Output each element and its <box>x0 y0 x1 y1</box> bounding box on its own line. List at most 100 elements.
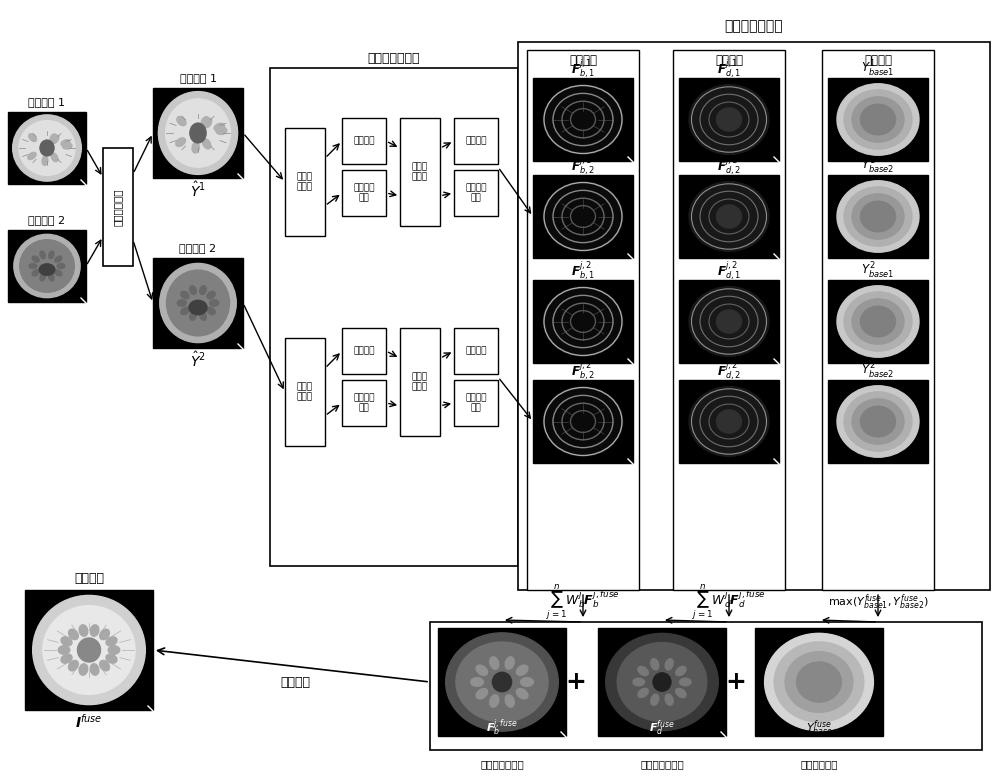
Ellipse shape <box>505 695 514 707</box>
Bar <box>270 68 518 566</box>
Text: 引导滤波: 引导滤波 <box>465 136 487 146</box>
Ellipse shape <box>20 239 74 292</box>
Ellipse shape <box>214 123 225 131</box>
Text: 引导双边
滤波: 引导双边 滤波 <box>465 183 487 203</box>
Ellipse shape <box>716 108 742 131</box>
Bar <box>533 280 633 363</box>
Ellipse shape <box>29 134 36 141</box>
Bar <box>518 42 990 590</box>
Ellipse shape <box>860 307 896 337</box>
Ellipse shape <box>100 629 109 640</box>
Ellipse shape <box>716 410 742 433</box>
Ellipse shape <box>189 300 207 314</box>
Bar <box>454 380 498 426</box>
Ellipse shape <box>516 665 528 675</box>
Ellipse shape <box>860 406 896 437</box>
Text: 基础融合图像: 基础融合图像 <box>800 759 838 769</box>
Ellipse shape <box>476 689 488 699</box>
Text: $Y_{base}^{fuse}$: $Y_{base}^{fuse}$ <box>806 718 832 738</box>
Text: $\sum_{j=1}^{n}W_b^j\boldsymbol{F}_b^{j,fuse}$: $\sum_{j=1}^{n}W_b^j\boldsymbol{F}_b^{j,… <box>546 582 620 622</box>
Ellipse shape <box>774 642 864 722</box>
Ellipse shape <box>160 264 236 342</box>
Text: 亮特征图: 亮特征图 <box>569 54 597 66</box>
Text: $\boldsymbol{F}_{d,2}^{j,1}$: $\boldsymbol{F}_{d,2}^{j,1}$ <box>717 154 741 177</box>
Ellipse shape <box>765 633 873 731</box>
Ellipse shape <box>689 286 769 356</box>
Ellipse shape <box>57 264 65 268</box>
Bar <box>430 622 982 750</box>
Text: $\boldsymbol{F}_{d,1}^{j,2}$: $\boldsymbol{F}_{d,1}^{j,2}$ <box>717 260 741 282</box>
Ellipse shape <box>852 194 904 239</box>
Ellipse shape <box>181 307 189 314</box>
Text: $\boldsymbol{I}^{fuse}$: $\boldsymbol{I}^{fuse}$ <box>75 713 103 731</box>
Text: 增强图像 1: 增强图像 1 <box>180 73 216 83</box>
Text: 双分支特征提取: 双分支特征提取 <box>368 51 420 65</box>
Bar <box>533 380 633 463</box>
Text: 局部极
大値图: 局部极 大値图 <box>412 372 428 392</box>
Ellipse shape <box>14 234 80 298</box>
Ellipse shape <box>689 182 769 251</box>
Text: 暗特征融合图像: 暗特征融合图像 <box>640 759 684 769</box>
Ellipse shape <box>29 264 37 268</box>
Ellipse shape <box>471 678 483 686</box>
Text: 局部极
小値图: 局部极 小値图 <box>297 382 313 402</box>
Ellipse shape <box>490 695 499 707</box>
Ellipse shape <box>90 664 99 675</box>
Text: 引导滤波: 引导滤波 <box>353 346 375 356</box>
Ellipse shape <box>651 658 659 670</box>
Text: 最终融合: 最终融合 <box>280 675 310 689</box>
Ellipse shape <box>203 118 212 128</box>
Bar <box>454 170 498 216</box>
Text: 基础图像: 基础图像 <box>864 54 892 66</box>
Ellipse shape <box>200 285 206 295</box>
Bar <box>25 590 153 710</box>
Ellipse shape <box>505 657 514 669</box>
Bar <box>153 88 243 178</box>
Ellipse shape <box>108 646 120 654</box>
Text: 输入图像 2: 输入图像 2 <box>28 215 66 225</box>
Bar <box>285 338 325 446</box>
Ellipse shape <box>201 117 209 127</box>
Ellipse shape <box>42 156 48 165</box>
Bar <box>533 78 633 161</box>
Text: 双分支特征融合: 双分支特征融合 <box>725 19 783 33</box>
Ellipse shape <box>837 386 919 457</box>
Ellipse shape <box>177 300 186 306</box>
Text: 局部极
大値图: 局部极 大値图 <box>412 162 428 182</box>
Bar <box>342 380 386 426</box>
Ellipse shape <box>106 654 117 663</box>
Ellipse shape <box>69 629 78 640</box>
Ellipse shape <box>638 666 648 675</box>
Bar <box>679 175 779 258</box>
Ellipse shape <box>61 140 70 146</box>
Ellipse shape <box>490 657 499 669</box>
Text: $\boldsymbol{F}_{d,2}^{j,2}$: $\boldsymbol{F}_{d,2}^{j,2}$ <box>717 360 741 382</box>
Ellipse shape <box>216 127 227 134</box>
Text: 引导滤波: 引导滤波 <box>465 346 487 356</box>
Bar <box>533 175 633 258</box>
Ellipse shape <box>852 399 904 444</box>
Ellipse shape <box>844 187 912 246</box>
Bar <box>342 170 386 216</box>
Ellipse shape <box>516 689 528 699</box>
Text: $\boldsymbol{F}_d^{fuse}$: $\boldsymbol{F}_d^{fuse}$ <box>649 718 675 738</box>
Ellipse shape <box>837 285 919 357</box>
Ellipse shape <box>492 672 512 692</box>
Text: $\boldsymbol{F}_b^{j,fuse}$: $\boldsymbol{F}_b^{j,fuse}$ <box>486 718 518 739</box>
Ellipse shape <box>633 679 644 686</box>
Text: $\boldsymbol{F}_{b,2}^{j,1}$: $\boldsymbol{F}_{b,2}^{j,1}$ <box>571 154 595 177</box>
Text: 局部极
小値图: 局部极 小値图 <box>297 172 313 192</box>
Ellipse shape <box>55 256 62 262</box>
Text: $\boldsymbol{F}_{b,2}^{j,2}$: $\boldsymbol{F}_{b,2}^{j,2}$ <box>571 360 595 382</box>
Ellipse shape <box>100 661 109 671</box>
Text: $Y_{base2}^{2}$: $Y_{base2}^{2}$ <box>861 361 895 381</box>
Ellipse shape <box>852 97 904 142</box>
Ellipse shape <box>39 264 55 275</box>
Bar <box>454 328 498 374</box>
Ellipse shape <box>680 679 691 686</box>
Ellipse shape <box>51 153 58 161</box>
Bar <box>342 328 386 374</box>
Bar <box>828 175 928 258</box>
Ellipse shape <box>58 646 70 654</box>
Bar <box>679 78 779 161</box>
